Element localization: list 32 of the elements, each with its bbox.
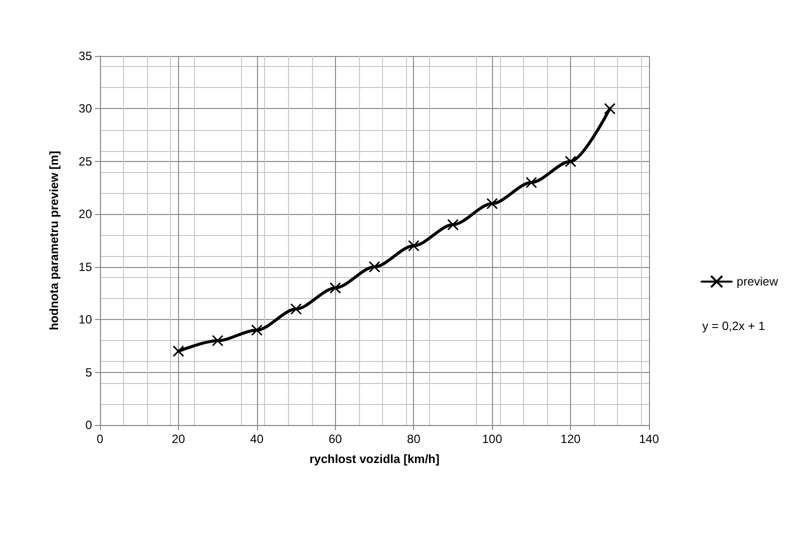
point: [290, 303, 302, 315]
x-tick-label: 120: [560, 432, 581, 446]
y-tick-label: 15: [78, 260, 92, 274]
y-tick-label: 25: [78, 154, 92, 168]
x-tick-label: 100: [482, 432, 502, 446]
y-tick-label: 5: [85, 365, 92, 380]
y-tick-label: 20: [78, 207, 92, 222]
x-axis-title: rychlost vozidla [km/h]: [309, 452, 440, 466]
y-tick-label: 30: [78, 102, 92, 116]
point: [251, 324, 263, 336]
x-tick-label: 80: [407, 432, 421, 446]
point: [604, 102, 616, 114]
text: y = 0,2x + 1: [702, 319, 766, 333]
point: [330, 282, 342, 294]
point: [526, 176, 538, 188]
point: [172, 345, 184, 357]
x-tick-label: 60: [328, 432, 342, 446]
point: [447, 218, 459, 230]
point: [368, 261, 380, 273]
x-tick-label: 0: [96, 432, 104, 446]
point: [564, 156, 576, 168]
y-axis-title: hodnota parametru preview [m]: [47, 150, 61, 330]
legend-label: preview: [736, 274, 778, 289]
point: [408, 240, 420, 252]
x-tick-label: 20: [172, 432, 186, 446]
y-tick-label: 0: [85, 418, 92, 432]
point: [486, 198, 498, 210]
x-tick-label: 40: [250, 432, 264, 446]
x-tick-label: 140: [638, 432, 660, 446]
y-tick-label: 10: [78, 312, 92, 327]
y-tick-label: 35: [78, 49, 92, 63]
point: [212, 334, 224, 346]
